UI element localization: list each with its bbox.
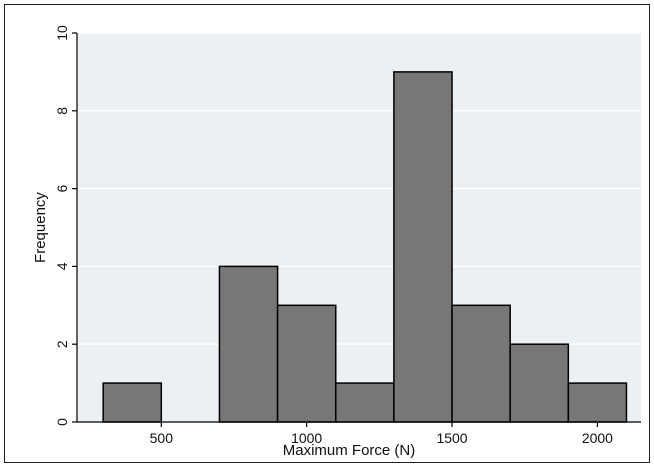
histogram-bar [451, 304, 511, 423]
histogram-bar [218, 265, 279, 423]
y-tick-label: 2 [54, 340, 70, 348]
histogram-bar [509, 343, 570, 423]
y-tick-label: 8 [54, 107, 70, 115]
histogram-bar [276, 304, 337, 423]
histogram-bar [567, 382, 628, 423]
x-tick-label: 500 [150, 430, 174, 446]
x-tick-label: 1000 [291, 430, 322, 446]
chart-frame: 500 1000 1500 2000 0 2 4 6 8 10 Maximum Force (N… [4, 4, 650, 463]
y-tick-label: 6 [54, 184, 70, 192]
y-tick-label: 0 [54, 418, 70, 426]
histogram-bar [102, 382, 163, 423]
y-tick-label: 10 [54, 25, 70, 41]
x-tick-label: 1500 [436, 430, 467, 446]
y-axis-ticks: 0 2 4 6 8 10 [54, 25, 77, 426]
y-axis-title: Frequency [32, 192, 49, 263]
x-axis-title: Maximum Force (N) [283, 442, 416, 459]
histogram-bar [334, 382, 395, 423]
x-axis-ticks: 500 1000 1500 2000 [150, 422, 613, 446]
bars [102, 71, 628, 423]
histogram-chart: 500 1000 1500 2000 0 2 4 6 8 10 Maximum Force (N… [32, 25, 641, 459]
x-tick-label: 2000 [582, 430, 613, 446]
y-tick-label: 4 [54, 262, 70, 270]
histogram-bar [393, 71, 453, 423]
